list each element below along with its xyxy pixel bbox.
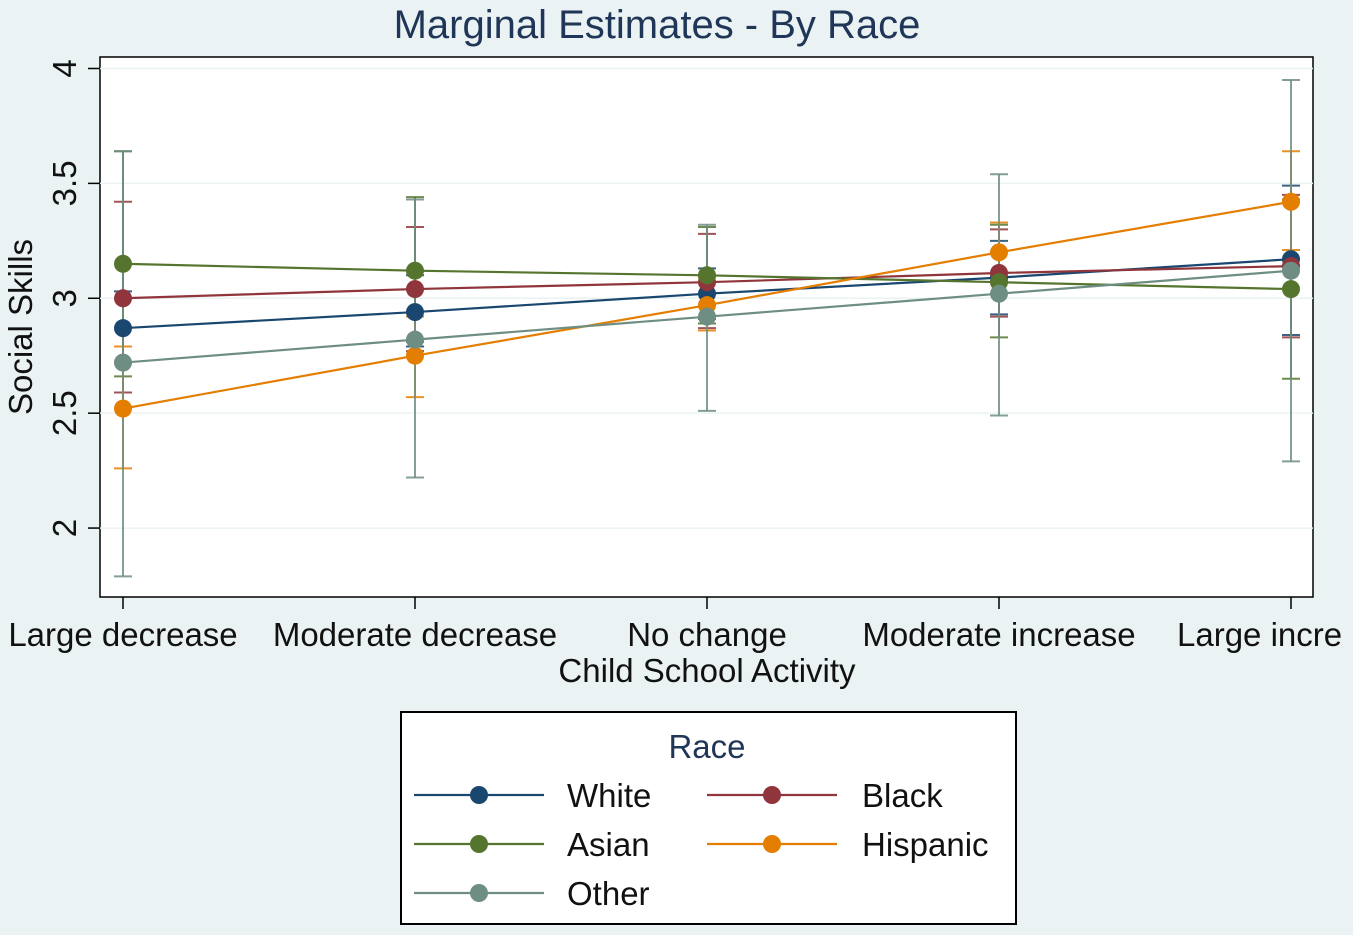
legend-label-hispanic: Hispanic: [862, 826, 989, 863]
data-point-other: [406, 330, 424, 349]
data-point-white: [406, 303, 424, 322]
legend-marker-black: [763, 786, 781, 804]
chart-title: Marginal Estimates - By Race: [394, 3, 921, 47]
data-point-other: [698, 307, 716, 326]
legend-marker-white: [470, 786, 488, 804]
legend-label-black: Black: [862, 777, 943, 814]
data-point-asian: [114, 254, 132, 273]
y-tick-label: 2: [46, 519, 83, 537]
y-tick-label: 3: [46, 289, 83, 307]
data-point-white: [114, 319, 132, 338]
y-axis-label: Social Skills: [2, 239, 39, 415]
data-point-other: [114, 353, 132, 372]
x-tick-label: Moderate decrease: [273, 616, 557, 653]
data-point-other: [990, 284, 1008, 303]
x-tick-label: Large decrease: [8, 616, 237, 653]
y-tick-label: 2.5: [46, 390, 83, 436]
data-point-black: [114, 289, 132, 308]
data-point-asian: [698, 266, 716, 285]
y-axis: 2 2.5 3 3.5 4: [46, 59, 100, 537]
legend-marker-asian: [470, 835, 488, 853]
x-tick-label: No change: [627, 616, 787, 653]
legend-marker-other: [470, 884, 488, 902]
legend-label-white: White: [567, 777, 651, 814]
legend-label-other: Other: [567, 875, 650, 912]
legend-box: [400, 711, 1017, 925]
legend-label-asian: Asian: [567, 826, 650, 863]
legend-title: Race: [668, 728, 745, 765]
y-tick-label: 4: [46, 59, 83, 77]
data-point-asian: [1282, 280, 1300, 299]
x-axis-label: Child School Activity: [558, 652, 856, 689]
data-point-asian: [406, 261, 424, 280]
data-point-hispanic: [990, 243, 1008, 262]
x-tick-label: Moderate increase: [862, 616, 1135, 653]
data-point-hispanic: [406, 346, 424, 365]
x-axis: Large decrease Moderate decrease No change…: [8, 597, 1342, 653]
data-point-black: [406, 280, 424, 299]
x-tick-label: Large incre: [1177, 616, 1342, 653]
legend-marker-hispanic: [763, 835, 781, 853]
legend: White Black Asian Hispanic Other: [414, 777, 989, 912]
data-point-hispanic: [1282, 192, 1300, 211]
series-markers: [114, 192, 1300, 418]
y-tick-label: 3.5: [46, 160, 83, 206]
data-point-other: [1282, 261, 1300, 280]
data-point-hispanic: [114, 399, 132, 418]
